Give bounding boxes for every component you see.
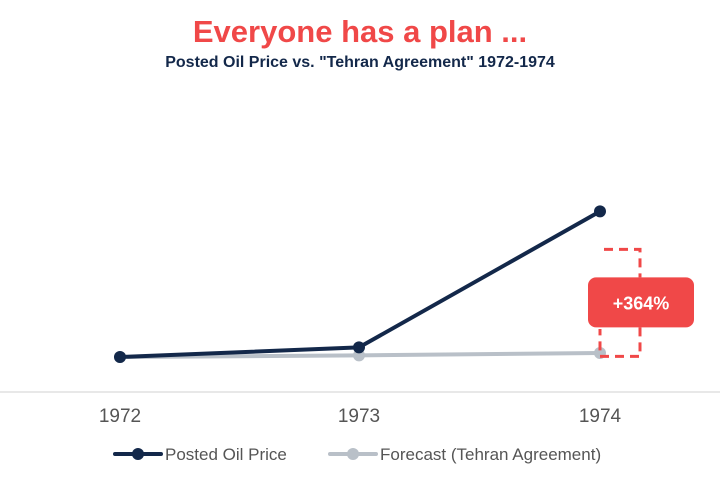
legend-swatch-marker-1: [347, 448, 359, 460]
x-tick-label-1973: 1973: [338, 406, 380, 427]
x-tick-label-1972: 1972: [99, 406, 141, 427]
chart-subtitle: Posted Oil Price vs. "Tehran Agreement" …: [165, 54, 555, 71]
annotation-box: [588, 277, 694, 328]
legend-item-1: Forecast (Tehran Agreement): [328, 445, 601, 464]
annotation-bracket-top: [604, 247, 642, 278]
annotation-layer: +364%: [588, 247, 694, 358]
series-line-0: [118, 209, 602, 359]
data-point-0-1: [353, 341, 365, 354]
annotation-bracket-bottom: [598, 327, 642, 358]
chart-title: Everyone has a plan ...: [192, 14, 528, 49]
legend-swatch-marker-0: [132, 448, 144, 460]
annotation-label: +364%: [613, 293, 670, 313]
legend-label-1: Forecast (Tehran Agreement): [380, 445, 601, 464]
legend-label-0: Posted Oil Price: [165, 445, 287, 464]
data-point-0-0: [114, 351, 126, 363]
x-tick-labels: 1972 1973 1974: [99, 406, 622, 427]
data-point-0-2: [594, 205, 606, 218]
x-tick-label-1974: 1974: [579, 406, 622, 427]
series-0: [114, 205, 606, 363]
legend: Posted Oil Price Forecast (Tehran Agreeme…: [113, 445, 601, 464]
series-layer: [114, 205, 606, 363]
legend-item-0: Posted Oil Price: [113, 445, 287, 464]
